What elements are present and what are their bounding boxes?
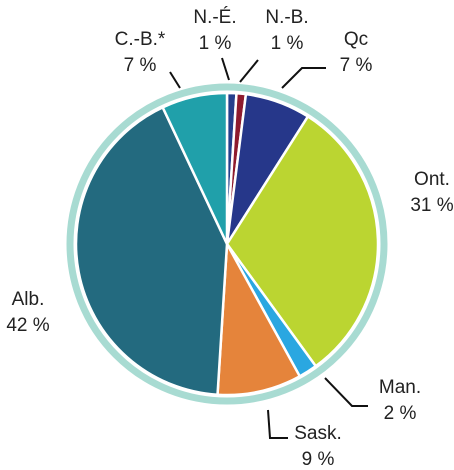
pie-ring (66, 83, 388, 405)
slice-label: C.-B.* (115, 29, 166, 50)
slice-value-label: 9 % (302, 449, 335, 470)
slice-label: Sask. (294, 423, 342, 444)
pie-slice (161, 91, 229, 245)
slice-label: Alb. (12, 289, 45, 310)
slice-label: N.-B. (265, 7, 308, 28)
pie-slice (225, 114, 380, 368)
leader-line (169, 71, 181, 89)
leader-line (281, 67, 326, 89)
slice-label: Ont. (414, 169, 450, 190)
leader-line (221, 57, 230, 81)
slice-label: Man. (379, 377, 421, 398)
pie-slice (216, 239, 302, 397)
slice-value-label: 1 % (271, 33, 304, 54)
pie-slice (74, 105, 229, 397)
leader-line (239, 59, 259, 83)
slice-value-label: 1 % (199, 33, 232, 54)
leader-line (267, 409, 288, 439)
leader-lines (169, 57, 368, 439)
slice-value-label: 42 % (6, 315, 49, 336)
slice-value-label: 31 % (410, 195, 453, 216)
slice-value-label: 2 % (384, 403, 417, 424)
slice-label: Qc (344, 29, 368, 50)
leader-line (324, 377, 368, 407)
slice-label: N.-É. (193, 7, 236, 28)
slice-value-label: 7 % (124, 55, 157, 76)
slice-value-label: 7 % (340, 55, 373, 76)
